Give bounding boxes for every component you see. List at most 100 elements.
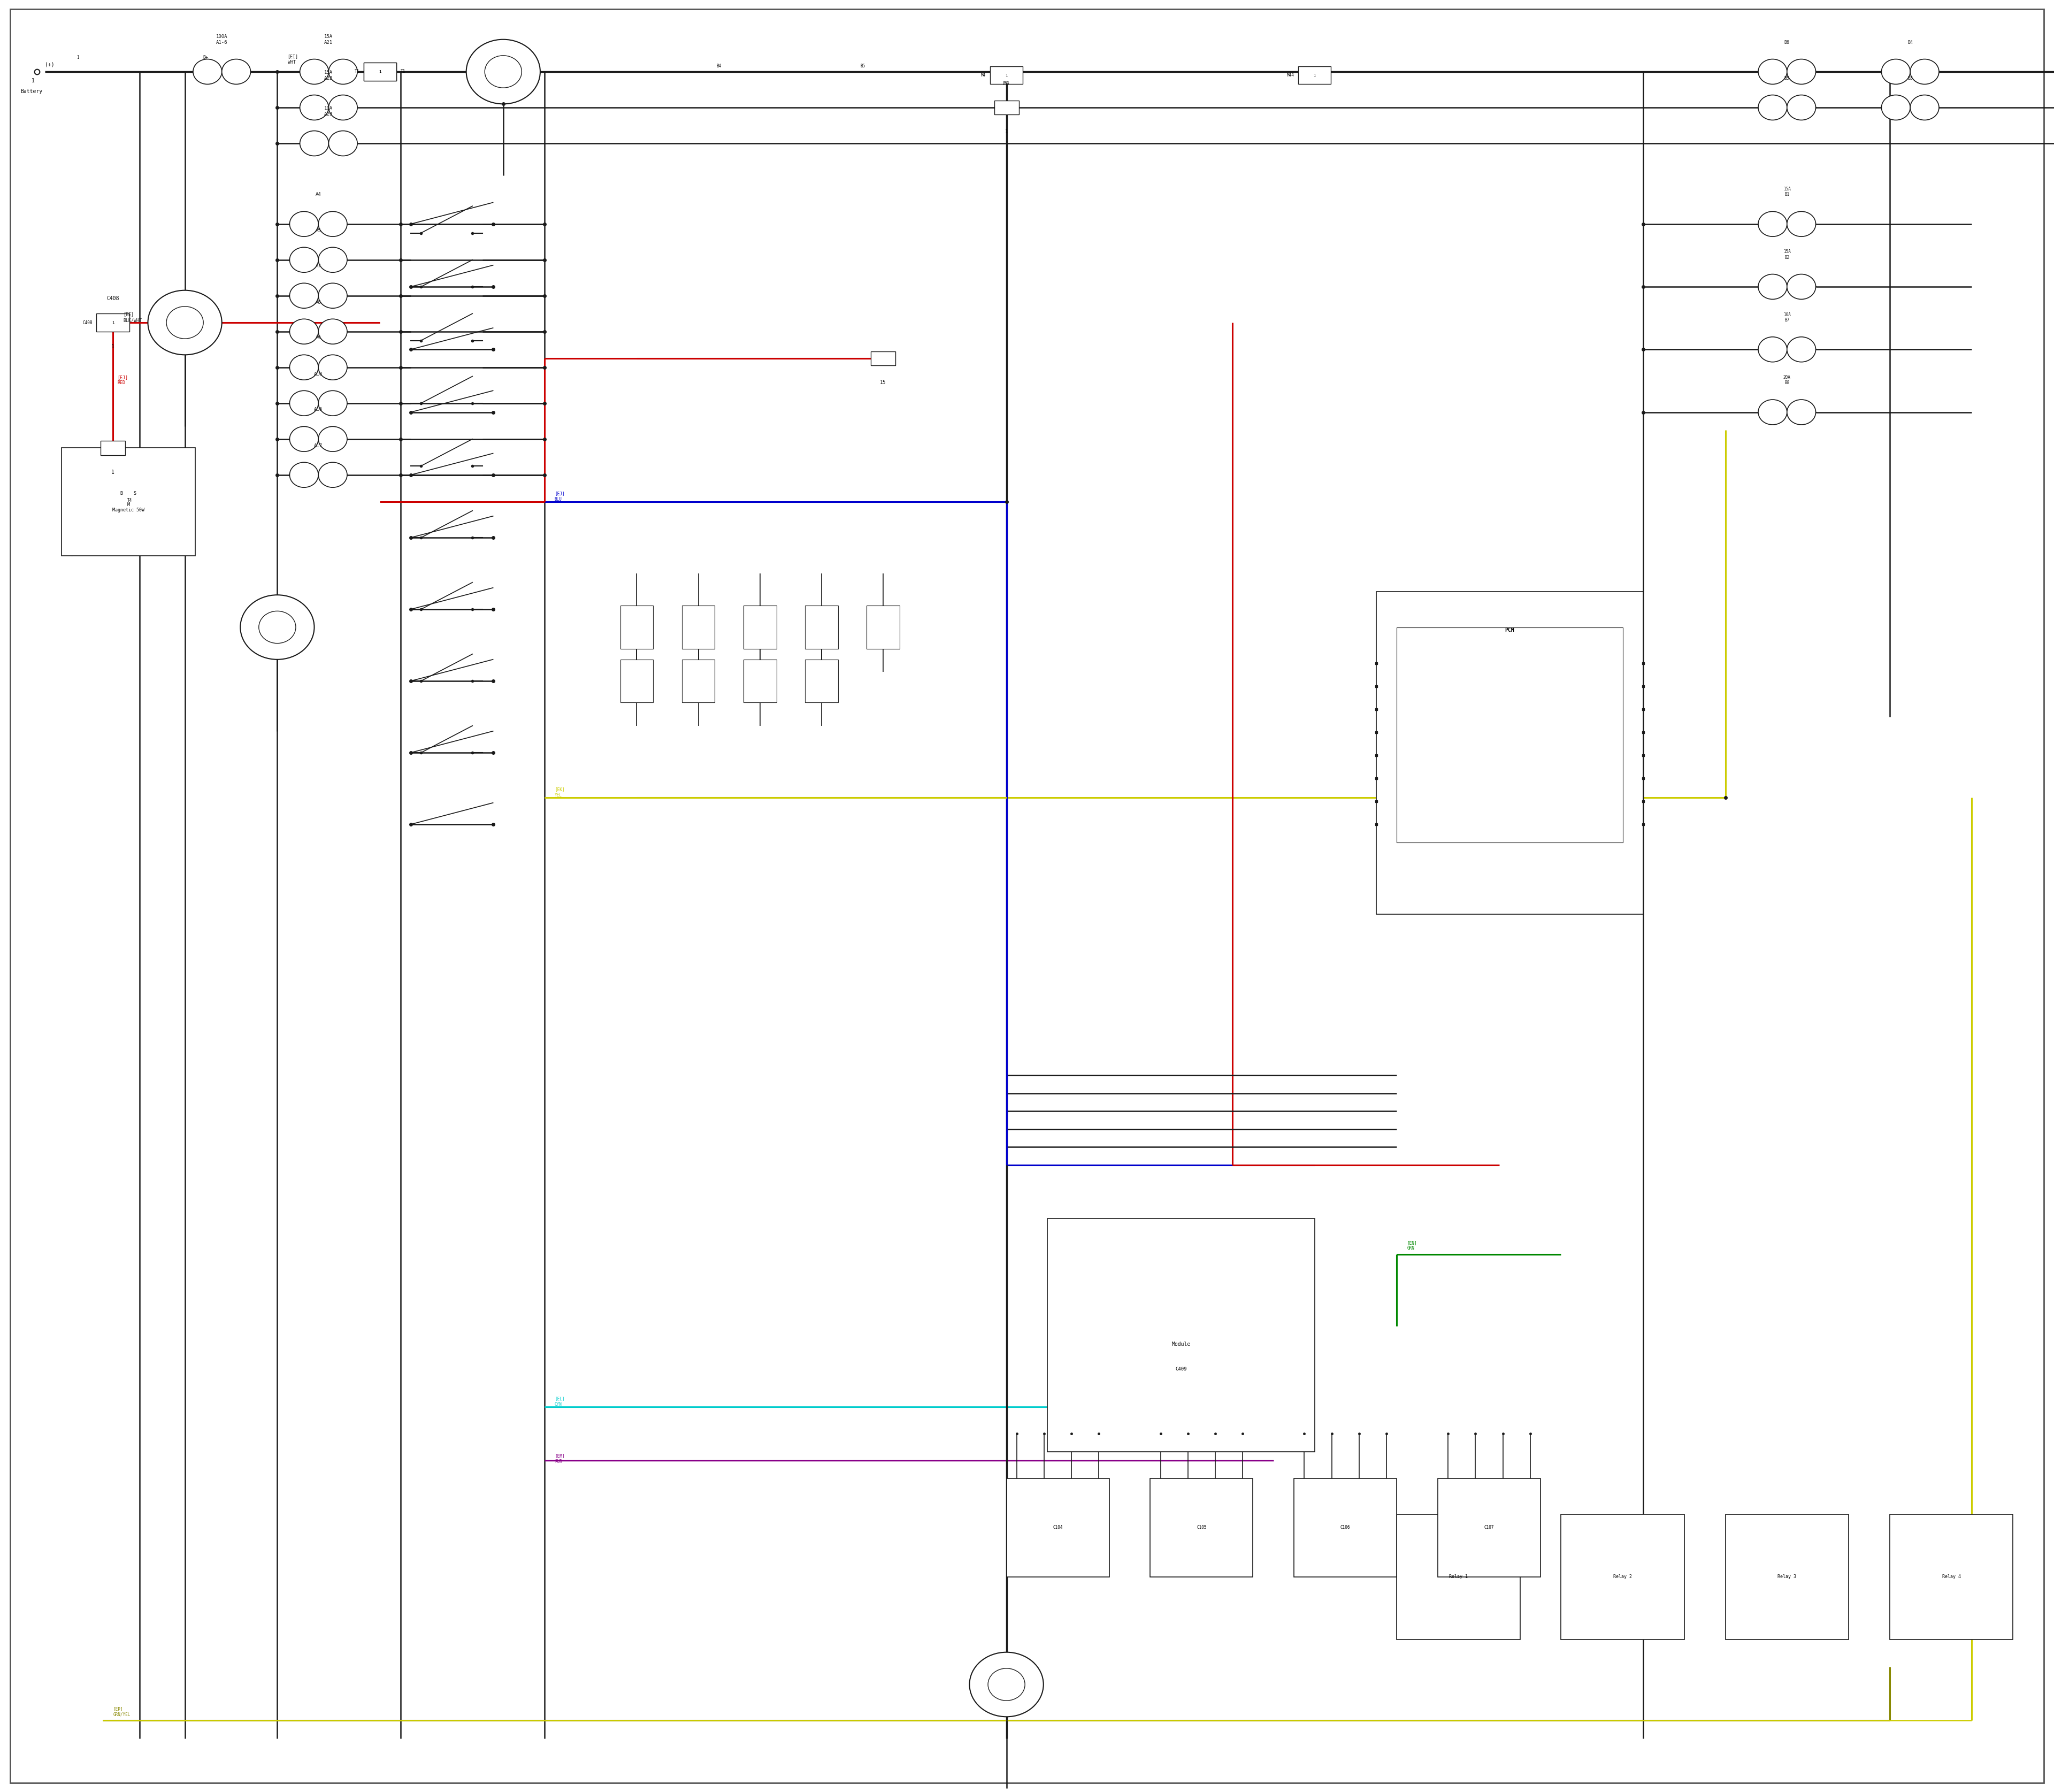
Text: A8: A8 [316, 299, 320, 305]
Bar [1561, 1514, 1684, 1640]
Circle shape [329, 59, 357, 84]
Circle shape [290, 462, 318, 487]
Bar [1725, 1514, 1849, 1640]
Text: B3: B3 [1908, 75, 1912, 81]
Bar [1006, 1478, 1109, 1577]
Text: 15A
B1: 15A B1 [1783, 186, 1791, 197]
Bar [994, 100, 1019, 115]
Bar [744, 606, 776, 649]
Text: C105: C105 [1197, 1525, 1206, 1530]
Circle shape [1787, 400, 1816, 425]
Text: A17: A17 [314, 443, 322, 448]
Text: [EJ]
RED: [EJ] RED [117, 375, 127, 385]
Circle shape [290, 355, 318, 380]
Text: B4: B4 [717, 65, 721, 68]
Text: Power
Distribution
Box: Power Distribution Box [1504, 745, 1536, 760]
Text: A7: A7 [316, 263, 320, 269]
Circle shape [318, 355, 347, 380]
Text: M4: M4 [982, 73, 986, 77]
Bar [101, 441, 125, 455]
Text: A9: A9 [316, 335, 320, 340]
Circle shape [290, 283, 318, 308]
Text: C408: C408 [107, 296, 119, 301]
Text: (+): (+) [45, 63, 55, 68]
Text: 1: 1 [1313, 73, 1317, 77]
Text: 15A
A22: 15A A22 [325, 70, 333, 81]
Circle shape [329, 95, 357, 120]
Text: 1: 1 [378, 70, 382, 73]
Bar [744, 659, 776, 702]
Text: Relay 3: Relay 3 [1777, 1575, 1797, 1579]
Text: C107: C107 [1485, 1525, 1493, 1530]
Bar [1438, 1478, 1540, 1577]
Circle shape [193, 59, 222, 84]
Bar [682, 659, 715, 702]
Text: 15: 15 [879, 380, 887, 385]
Circle shape [318, 247, 347, 272]
Text: [EK]
YEL: [EK] YEL [555, 787, 565, 797]
Text: B5: B5 [861, 65, 865, 68]
Bar [101, 315, 125, 330]
Text: 10A
A29: 10A A29 [325, 106, 333, 116]
Circle shape [1881, 59, 1910, 84]
Text: [EP]
GRN/YEL: [EP] GRN/YEL [113, 1706, 129, 1717]
Circle shape [240, 595, 314, 659]
Text: 1: 1 [31, 79, 35, 84]
Circle shape [318, 391, 347, 416]
Text: 1: 1 [111, 344, 115, 349]
Bar [1298, 66, 1331, 84]
Text: C104: C104 [1054, 1525, 1062, 1530]
Text: B6: B6 [1785, 39, 1789, 45]
Text: T4: T4 [127, 498, 131, 504]
Circle shape [318, 283, 347, 308]
Text: M4: M4 [1002, 81, 1011, 86]
Circle shape [1787, 274, 1816, 299]
Text: A5: A5 [316, 228, 320, 233]
Circle shape [300, 131, 329, 156]
Text: 1: 1 [111, 321, 115, 324]
Circle shape [1910, 59, 1939, 84]
Circle shape [329, 131, 357, 156]
Text: 15A
B2: 15A B2 [1783, 249, 1791, 260]
Text: 20A
B8: 20A B8 [1783, 375, 1791, 385]
Text: [EE]
BLK/WHT: [EE] BLK/WHT [123, 312, 142, 323]
Text: Relay 1: Relay 1 [1448, 1575, 1469, 1579]
Circle shape [1787, 211, 1816, 237]
Bar [1397, 627, 1623, 842]
Text: M44: M44 [1286, 73, 1294, 77]
Circle shape [1787, 337, 1816, 362]
Bar [1890, 1514, 2013, 1640]
Text: T1: T1 [355, 70, 359, 73]
Circle shape [166, 306, 203, 339]
Bar [364, 63, 396, 81]
Text: 100A
A1-6: 100A A1-6 [216, 34, 228, 45]
Text: C106: C106 [1341, 1525, 1349, 1530]
Text: Module: Module [1171, 1342, 1191, 1346]
Bar [1150, 1478, 1253, 1577]
Bar [1397, 1514, 1520, 1640]
Bar [62, 448, 195, 556]
Text: 1: 1 [1004, 129, 1009, 134]
Circle shape [318, 211, 347, 237]
Bar [97, 314, 129, 332]
Text: 15A
A21: 15A A21 [325, 34, 333, 45]
Circle shape [290, 391, 318, 416]
Circle shape [222, 59, 251, 84]
Text: [EN]
GRN: [EN] GRN [1407, 1240, 1417, 1251]
Circle shape [1758, 59, 1787, 84]
Circle shape [290, 319, 318, 344]
Circle shape [318, 319, 347, 344]
Circle shape [318, 426, 347, 452]
Circle shape [300, 95, 329, 120]
Text: 1: 1 [378, 70, 382, 73]
Text: Battery: Battery [21, 90, 43, 95]
Bar [1397, 609, 1643, 896]
Text: [EM]
PUR: [EM] PUR [555, 1453, 565, 1464]
Circle shape [1758, 274, 1787, 299]
Circle shape [1758, 400, 1787, 425]
Circle shape [1787, 59, 1816, 84]
Circle shape [300, 59, 329, 84]
Text: B5: B5 [1785, 75, 1789, 81]
Bar [805, 606, 838, 649]
Bar [1294, 1478, 1397, 1577]
